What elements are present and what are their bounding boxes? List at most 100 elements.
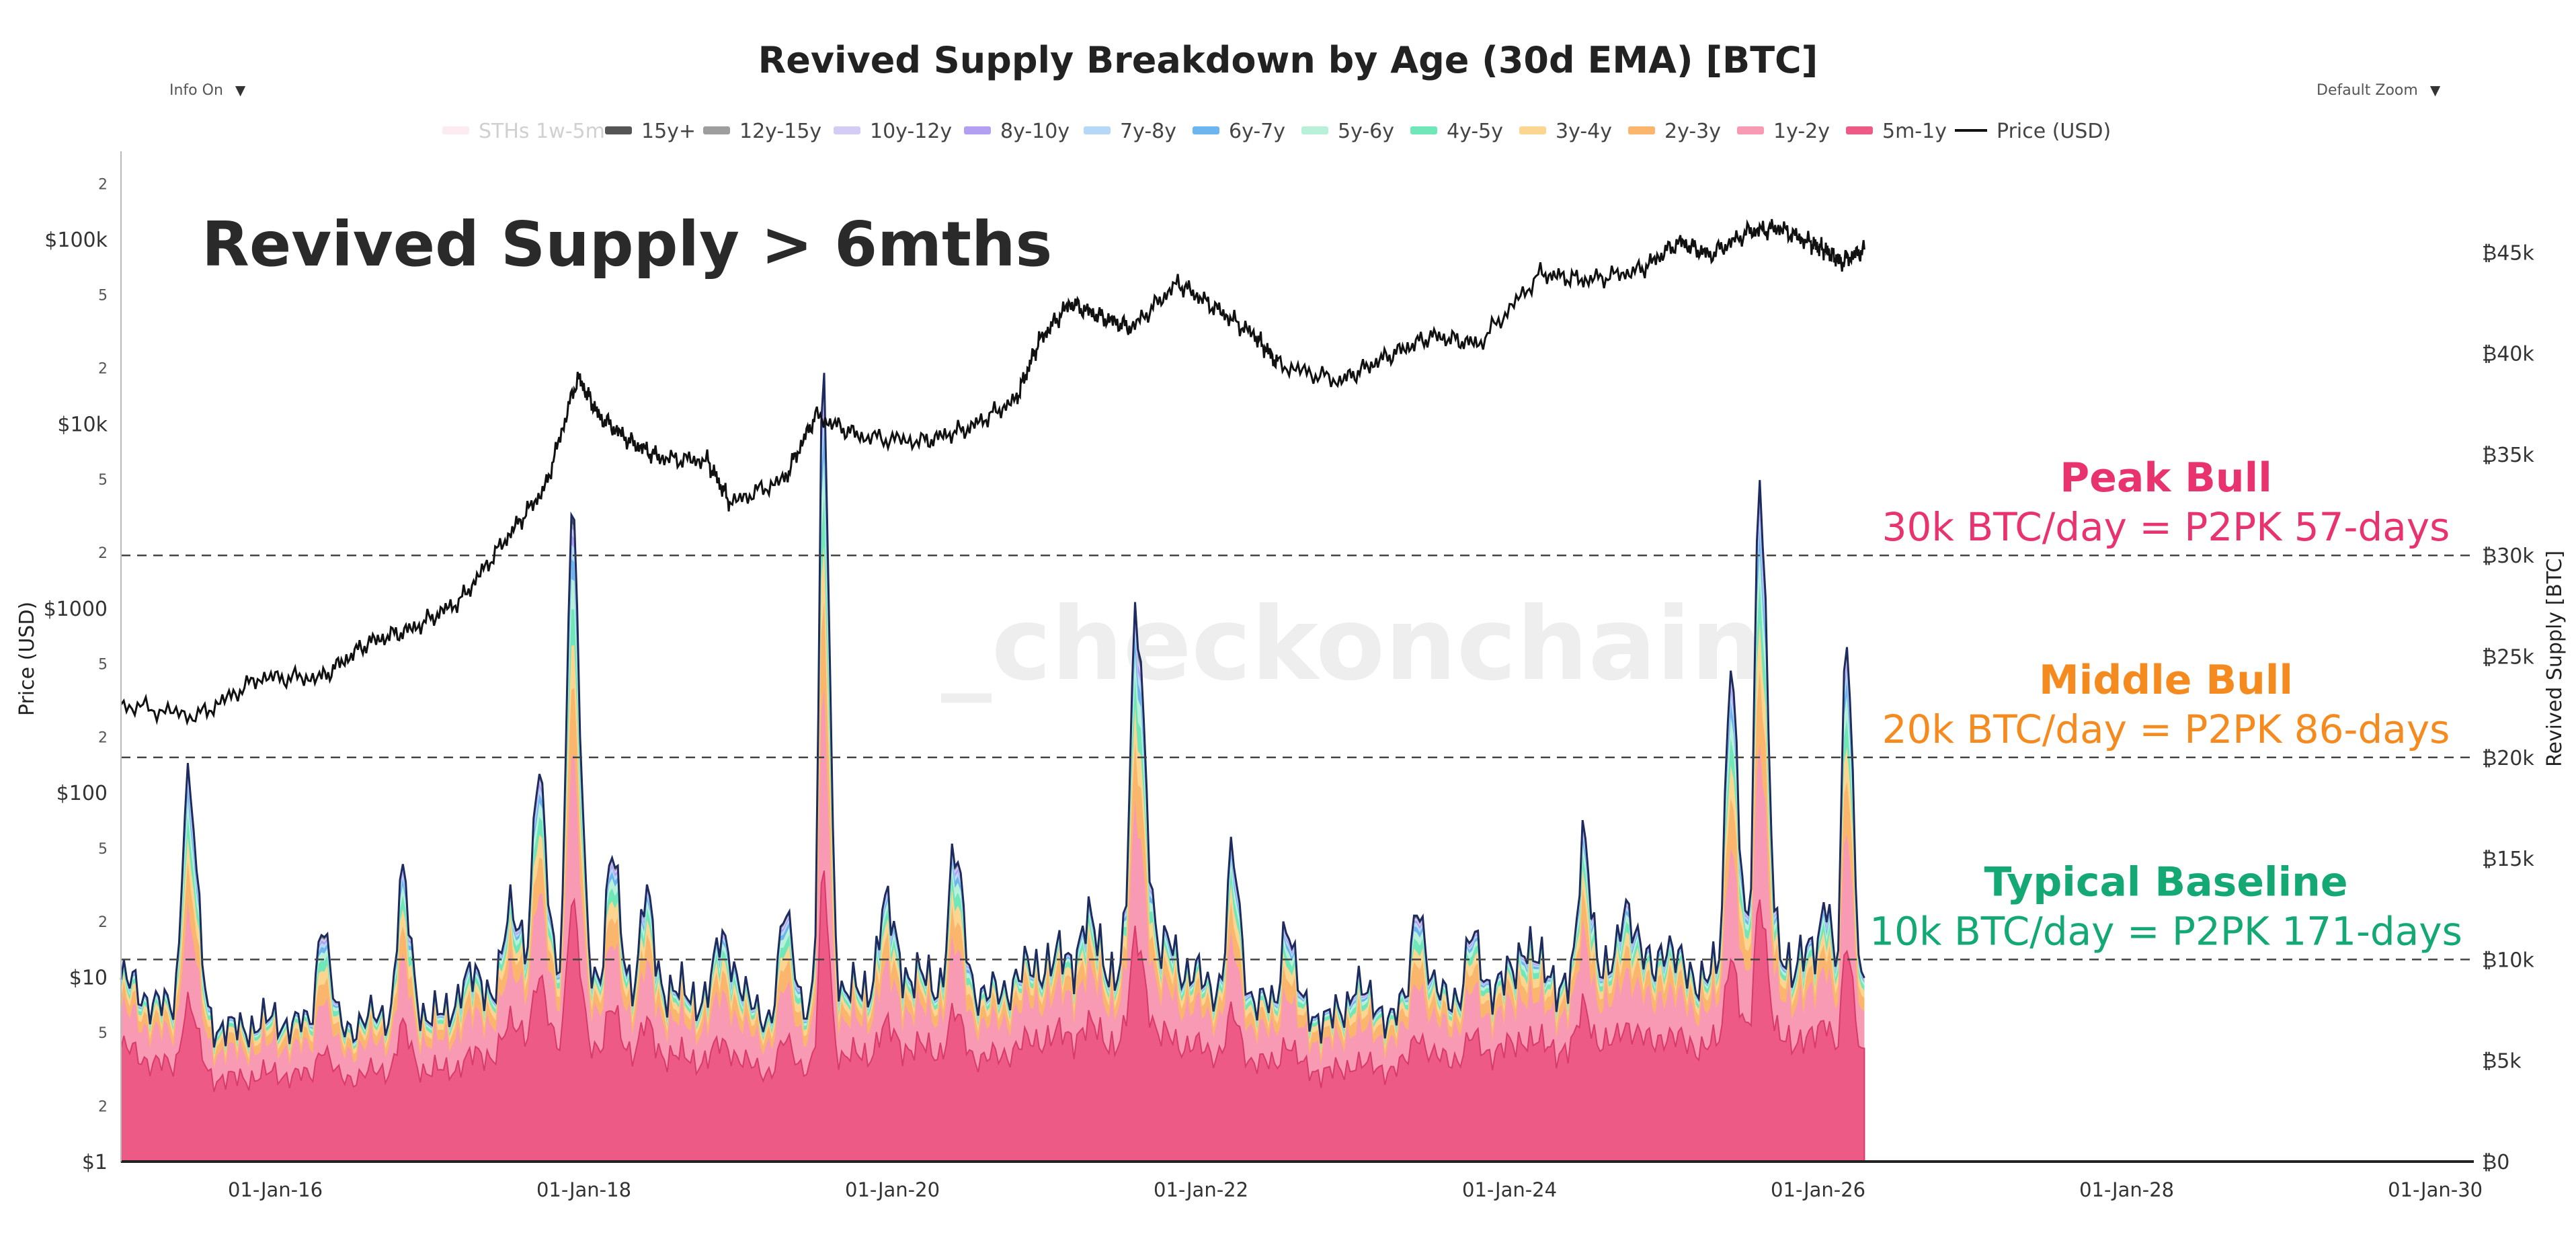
y-left-major-label: $100k xyxy=(44,229,108,252)
reference-title: Peak Bull xyxy=(2060,454,2272,501)
cohort-areas xyxy=(120,372,1865,1162)
y-left-minor-label: 5 xyxy=(98,1025,108,1042)
legend-label: 1y-2y xyxy=(1773,120,1830,143)
legend-item-1y-2y: 1y-2y xyxy=(1737,120,1830,143)
legend-label: STHs 1w-5m xyxy=(479,120,605,143)
price-line-group xyxy=(120,218,1865,726)
y-left-minor-label: 2 xyxy=(98,361,108,378)
x-tick-label: 01-Jan-26 xyxy=(1771,1178,1865,1201)
y-left-major-label: $10k xyxy=(57,413,108,436)
reference-label: 10k BTC/day = P2PK 171-days xyxy=(1869,908,2462,954)
price-line xyxy=(120,218,1865,726)
y-axis-right: ₿0 ₿5k ₿10k ₿15k ₿20k ₿25k ₿30k ₿35k ₿40k ₿45k xyxy=(2482,241,2534,1174)
legend-label: 4y-5y xyxy=(1447,120,1503,143)
watermark: _checkonchain xyxy=(941,586,1763,703)
y-right-tick-label: ₿0 xyxy=(2482,1151,2509,1174)
legend-label: 7y-8y xyxy=(1120,120,1176,143)
legend-item-6y-7y: 6y-7y xyxy=(1193,120,1285,143)
legend-swatch xyxy=(834,126,860,134)
legend-item-2y-3y: 2y-3y xyxy=(1628,120,1721,143)
area-1y-2y xyxy=(121,688,1865,1162)
chart-title: Revived Supply Breakdown by Age (30d EMA… xyxy=(758,39,1818,81)
y-left-major-label: $1000 xyxy=(44,598,108,621)
legend-swatch xyxy=(1846,126,1873,134)
y-axis-left-title: Price (USD) xyxy=(15,602,39,716)
zoom-select[interactable]: Default Zoom ▼ xyxy=(2317,82,2440,99)
total-supply-outline xyxy=(120,372,1865,1048)
chevron-down-icon: ▼ xyxy=(2429,82,2441,98)
legend-swatch xyxy=(442,126,469,134)
legend-item-price-usd-: Price (USD) xyxy=(1955,120,2111,143)
legend-item-sths-1w-5m: STHs 1w-5m xyxy=(442,120,605,143)
x-tick-label: 01-Jan-18 xyxy=(536,1178,631,1201)
legend-label: 12y-15y xyxy=(739,120,821,143)
reference-title: Typical Baseline xyxy=(1984,858,2347,905)
legend-swatch xyxy=(964,126,991,134)
y-right-tick-label: ₿40k xyxy=(2482,343,2534,366)
chevron-down-icon: ▼ xyxy=(235,82,246,98)
y-left-minor-label: 2 xyxy=(98,914,108,931)
x-tick-label: 01-Jan-16 xyxy=(228,1178,323,1201)
x-tick-label: 01-Jan-28 xyxy=(2079,1178,2174,1201)
legend-label: Price (USD) xyxy=(1997,120,2111,143)
legend-swatch xyxy=(1519,126,1546,134)
y-left-major-label: $1 xyxy=(82,1151,108,1174)
legend-swatch xyxy=(703,126,730,134)
legend-item-3y-4y: 3y-4y xyxy=(1519,120,1612,143)
y-left-minor-label: 2 xyxy=(98,730,108,747)
legend-label: 6y-7y xyxy=(1229,120,1285,143)
legend-label: 5m-1y xyxy=(1882,120,1947,143)
info-toggle-label: Info On xyxy=(169,82,223,99)
area-6y-7y xyxy=(121,432,1865,1162)
zoom-select-label: Default Zoom xyxy=(2317,82,2418,99)
y-left-major-label: $100 xyxy=(56,782,108,805)
reference-title: Middle Bull xyxy=(2039,657,2293,704)
legend-item-15y-: 15y+ xyxy=(605,120,696,143)
x-tick-label: 01-Jan-22 xyxy=(1154,1178,1248,1201)
legend-label: 5y-6y xyxy=(1338,120,1394,143)
info-toggle[interactable]: Info On ▼ xyxy=(169,82,245,99)
y-right-tick-label: ₿10k xyxy=(2482,948,2534,972)
x-tick-label: 01-Jan-20 xyxy=(845,1178,940,1201)
legend-swatch xyxy=(1193,126,1219,134)
legend-swatch xyxy=(1737,126,1764,134)
legend-item-5m-1y: 5m-1y xyxy=(1846,120,1947,143)
y-right-tick-label: ₿30k xyxy=(2482,544,2534,568)
legend-label: 2y-3y xyxy=(1664,120,1721,143)
y-right-tick-label: ₿20k xyxy=(2482,747,2534,770)
legend-label: 15y+ xyxy=(641,120,696,143)
x-tick-label: 01-Jan-30 xyxy=(2388,1178,2483,1201)
y-left-minor-label: 2 xyxy=(98,176,108,193)
legend-swatch xyxy=(1628,126,1655,134)
legend-item-7y-8y: 7y-8y xyxy=(1084,120,1176,143)
y-left-minor-label: 5 xyxy=(98,288,108,305)
y-left-minor-label: 5 xyxy=(98,656,108,673)
legend-swatch xyxy=(1410,126,1437,134)
y-axis-left: $1 $10 $100 $1000 $10k $100k 2 5 2 5 2 5 2 5 2 5 2 xyxy=(44,151,122,1174)
legend-swatch xyxy=(1301,126,1328,134)
legend-label: 8y-10y xyxy=(1000,120,1070,143)
y-right-tick-label: ₿15k xyxy=(2482,848,2534,871)
legend-item-10y-12y: 10y-12y xyxy=(834,120,952,143)
legend-item-12y-15y: 12y-15y xyxy=(703,120,821,143)
legend-swatch xyxy=(1084,126,1111,134)
y-right-tick-label: ₿35k xyxy=(2482,444,2534,467)
legend-swatch xyxy=(605,126,632,134)
chart-subtitle: Revived Supply > 6mths xyxy=(202,208,1052,280)
y-right-tick-label: ₿25k xyxy=(2482,646,2534,670)
y-right-tick-label: ₿5k xyxy=(2482,1050,2522,1074)
y-right-tick-label: ₿45k xyxy=(2482,241,2534,265)
x-tick-label: 01-Jan-24 xyxy=(1462,1178,1557,1201)
legend-label: 10y-12y xyxy=(870,120,952,143)
x-axis: 01-Jan-16 01-Jan-18 01-Jan-20 01-Jan-22 01-J… xyxy=(121,1160,2483,1201)
y-left-minor-label: 2 xyxy=(98,1098,108,1115)
y-left-minor-label: 2 xyxy=(98,545,108,562)
legend-item-8y-10y: 8y-10y xyxy=(964,120,1070,143)
legend-item-4y-5y: 4y-5y xyxy=(1410,120,1503,143)
